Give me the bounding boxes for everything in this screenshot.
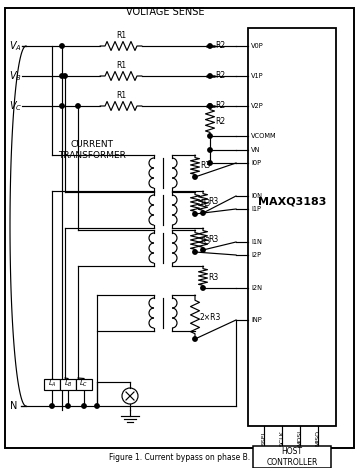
Text: R3: R3 [208, 234, 218, 243]
Bar [60, 379, 76, 389]
Text: MAXQ3183: MAXQ3183 [258, 197, 326, 207]
Text: CURRENT
TRANSFORMER: CURRENT TRANSFORMER [58, 140, 126, 160]
Circle shape [63, 74, 67, 78]
Circle shape [208, 104, 212, 108]
Text: N: N [10, 401, 18, 411]
Text: 2×R3: 2×R3 [200, 313, 222, 322]
Text: R1: R1 [116, 31, 126, 40]
Circle shape [76, 104, 80, 108]
Circle shape [66, 404, 70, 408]
Text: R1: R1 [116, 61, 126, 70]
Text: V1P: V1P [251, 73, 264, 79]
Text: $L_C$: $L_C$ [79, 379, 89, 389]
Text: R3: R3 [208, 197, 218, 206]
Text: $V_C$: $V_C$ [9, 99, 22, 113]
Text: HOST
CONTROLLER: HOST CONTROLLER [266, 447, 318, 467]
Circle shape [193, 337, 197, 341]
Text: R2: R2 [215, 72, 225, 80]
Text: I1N: I1N [251, 239, 262, 245]
Text: SCLK: SCLK [280, 430, 284, 446]
Text: $V_B$: $V_B$ [9, 69, 22, 83]
Text: $L_B$: $L_B$ [64, 379, 73, 389]
Circle shape [208, 74, 212, 78]
Circle shape [95, 404, 99, 408]
Circle shape [60, 44, 64, 48]
Circle shape [60, 104, 64, 108]
Circle shape [193, 175, 197, 179]
Text: VOLTAGE SENSE: VOLTAGE SENSE [126, 7, 204, 17]
Text: R2: R2 [215, 117, 225, 125]
Circle shape [201, 248, 205, 252]
Circle shape [201, 211, 205, 215]
Text: $V_A$: $V_A$ [9, 39, 22, 53]
Circle shape [193, 212, 197, 216]
Circle shape [60, 74, 64, 78]
Text: R3: R3 [200, 236, 210, 246]
Text: $L_A$: $L_A$ [47, 379, 56, 389]
Bar [44, 379, 60, 389]
Text: MOSI: MOSI [298, 430, 303, 446]
Text: MISO: MISO [316, 430, 321, 446]
Bar [253, 446, 331, 468]
Text: VCOMM: VCOMM [251, 133, 277, 139]
Text: R3: R3 [200, 161, 210, 170]
Text: V2P: V2P [251, 103, 264, 109]
Text: I0P: I0P [251, 160, 261, 166]
Circle shape [82, 404, 86, 408]
Text: I2P: I2P [251, 252, 261, 258]
Text: I0N: I0N [251, 193, 262, 199]
Bar [248, 28, 336, 426]
Text: SSEL: SSEL [261, 430, 266, 445]
Text: Figure 1. Current bypass on phase B.: Figure 1. Current bypass on phase B. [109, 453, 251, 462]
Text: R2: R2 [215, 102, 225, 110]
Text: R3: R3 [200, 198, 210, 207]
Text: I1P: I1P [251, 206, 261, 212]
Circle shape [208, 104, 212, 108]
Text: R3: R3 [208, 272, 218, 281]
Circle shape [208, 44, 212, 48]
Circle shape [208, 148, 212, 152]
Circle shape [193, 250, 197, 254]
Bar [76, 379, 92, 389]
Text: R1: R1 [116, 91, 126, 100]
Text: I2N: I2N [251, 285, 262, 291]
Circle shape [208, 134, 212, 138]
Text: INP: INP [251, 317, 262, 323]
Circle shape [201, 286, 205, 290]
Circle shape [208, 161, 212, 165]
Text: R2: R2 [215, 42, 225, 51]
Circle shape [50, 404, 54, 408]
Text: V0P: V0P [251, 43, 264, 49]
Text: VN: VN [251, 147, 260, 153]
